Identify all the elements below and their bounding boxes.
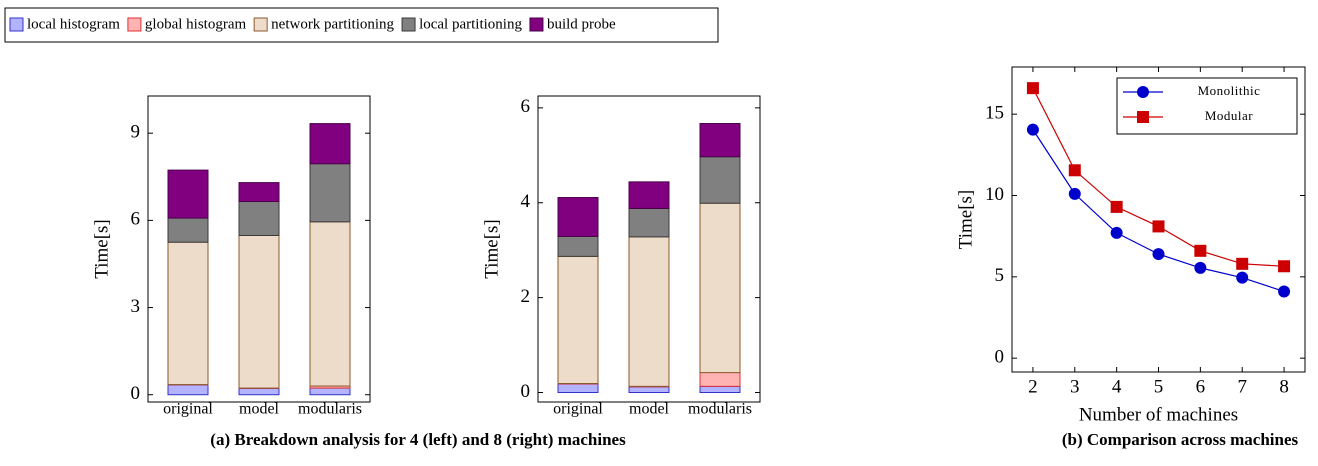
legend-marker bbox=[1137, 111, 1149, 123]
legend-swatch bbox=[253, 17, 268, 32]
marker bbox=[1110, 200, 1123, 213]
x-tick-label: 2 bbox=[1028, 376, 1038, 397]
marker bbox=[1110, 226, 1123, 239]
y-tick-label: 6 bbox=[131, 209, 141, 230]
legend-swatch bbox=[401, 17, 416, 32]
legend-label: Modular bbox=[1205, 108, 1253, 123]
bar-segment bbox=[238, 387, 280, 396]
legend-box bbox=[4, 7, 719, 43]
y-tick-label: 2 bbox=[521, 286, 531, 307]
marker bbox=[1194, 244, 1207, 257]
bar-segment bbox=[699, 372, 741, 387]
y-tick-label: 6 bbox=[521, 96, 531, 117]
x-tick-label: model bbox=[629, 401, 670, 418]
y-tick-label: 3 bbox=[131, 296, 141, 317]
y-tick-label: 0 bbox=[521, 381, 531, 402]
axes-frame bbox=[147, 95, 371, 403]
legend-marker bbox=[1137, 86, 1149, 98]
bar-segment bbox=[238, 234, 280, 389]
x-tick-label: original bbox=[163, 401, 213, 418]
bar-segment bbox=[309, 387, 351, 396]
bar-segment bbox=[238, 182, 280, 202]
x-tick-label: 7 bbox=[1237, 376, 1247, 397]
legend-label: local partitioning bbox=[419, 16, 522, 32]
marker bbox=[1152, 248, 1165, 261]
marker bbox=[1152, 220, 1165, 233]
y-tick-label: 5 bbox=[995, 265, 1005, 286]
y-tick-label: 10 bbox=[985, 184, 1004, 205]
x-tick-label: 5 bbox=[1154, 376, 1164, 397]
x-tick-label: modularis bbox=[688, 401, 752, 418]
bar-segment bbox=[309, 221, 351, 387]
bar-segment bbox=[628, 386, 670, 394]
marker bbox=[1194, 261, 1207, 274]
bar-segment bbox=[167, 241, 209, 386]
bar-segment bbox=[699, 123, 741, 158]
bar-segment bbox=[628, 236, 670, 387]
y-tick-label: 0 bbox=[131, 383, 141, 404]
bar-segment bbox=[699, 202, 741, 374]
legend-swatch bbox=[9, 17, 24, 32]
bar-segment bbox=[309, 163, 351, 223]
bar-segment bbox=[557, 235, 599, 257]
bar-segment bbox=[557, 197, 599, 237]
marker bbox=[1278, 285, 1291, 298]
x-tick-label: original bbox=[553, 401, 603, 418]
y-tick-label: 0 bbox=[995, 347, 1005, 368]
x-tick-label: 6 bbox=[1196, 376, 1206, 397]
y-tick-label: 15 bbox=[985, 103, 1004, 124]
marker bbox=[1068, 187, 1081, 200]
x-tick-label: 3 bbox=[1070, 376, 1080, 397]
y-axis-label: Time[s] bbox=[91, 219, 112, 278]
legend-swatch bbox=[127, 17, 142, 32]
marker bbox=[1236, 257, 1249, 270]
bar-segment bbox=[699, 385, 741, 394]
bar-segment bbox=[557, 383, 599, 394]
marker bbox=[1278, 260, 1291, 273]
axes-frame bbox=[1011, 66, 1306, 373]
bar-segment bbox=[699, 156, 741, 204]
marker bbox=[1026, 82, 1039, 95]
bar-segment bbox=[309, 123, 351, 165]
bar-segment bbox=[167, 169, 209, 219]
caption: (b) Comparison across machines bbox=[1062, 430, 1299, 449]
bar-segment bbox=[557, 255, 599, 384]
bar-segment bbox=[628, 207, 670, 238]
y-axis-label: Time[s] bbox=[481, 219, 502, 278]
legend: local histogram global histogram network p… bbox=[9, 16, 616, 32]
bar-segment bbox=[628, 181, 670, 209]
y-axis-label: Time[s] bbox=[955, 190, 976, 249]
caption: (a) Breakdown analysis for 4 (left) and … bbox=[210, 430, 626, 449]
x-tick-label: 8 bbox=[1279, 376, 1289, 397]
bar-segment bbox=[238, 200, 280, 236]
legend-box bbox=[1116, 77, 1298, 135]
marker bbox=[1236, 271, 1249, 284]
x-axis-label: Number of machines bbox=[1079, 404, 1238, 425]
marker bbox=[1068, 164, 1081, 177]
legend-label: build probe bbox=[547, 16, 616, 32]
x-tick-label: modularis bbox=[298, 401, 362, 418]
bar-segment bbox=[167, 217, 209, 243]
legend-label: network partitioning bbox=[271, 16, 394, 32]
y-tick-label: 9 bbox=[131, 122, 141, 143]
x-tick-label: model bbox=[239, 401, 280, 418]
axes-frame bbox=[537, 95, 761, 403]
legend-label: global histogram bbox=[145, 16, 247, 32]
legend-swatch bbox=[529, 17, 544, 32]
legend-label: local histogram bbox=[27, 16, 120, 32]
y-tick-label: 4 bbox=[521, 191, 531, 212]
legend-label: Monolithic bbox=[1198, 83, 1261, 98]
x-tick-label: 4 bbox=[1112, 376, 1122, 397]
bar-segment bbox=[167, 384, 209, 396]
marker bbox=[1026, 123, 1039, 136]
